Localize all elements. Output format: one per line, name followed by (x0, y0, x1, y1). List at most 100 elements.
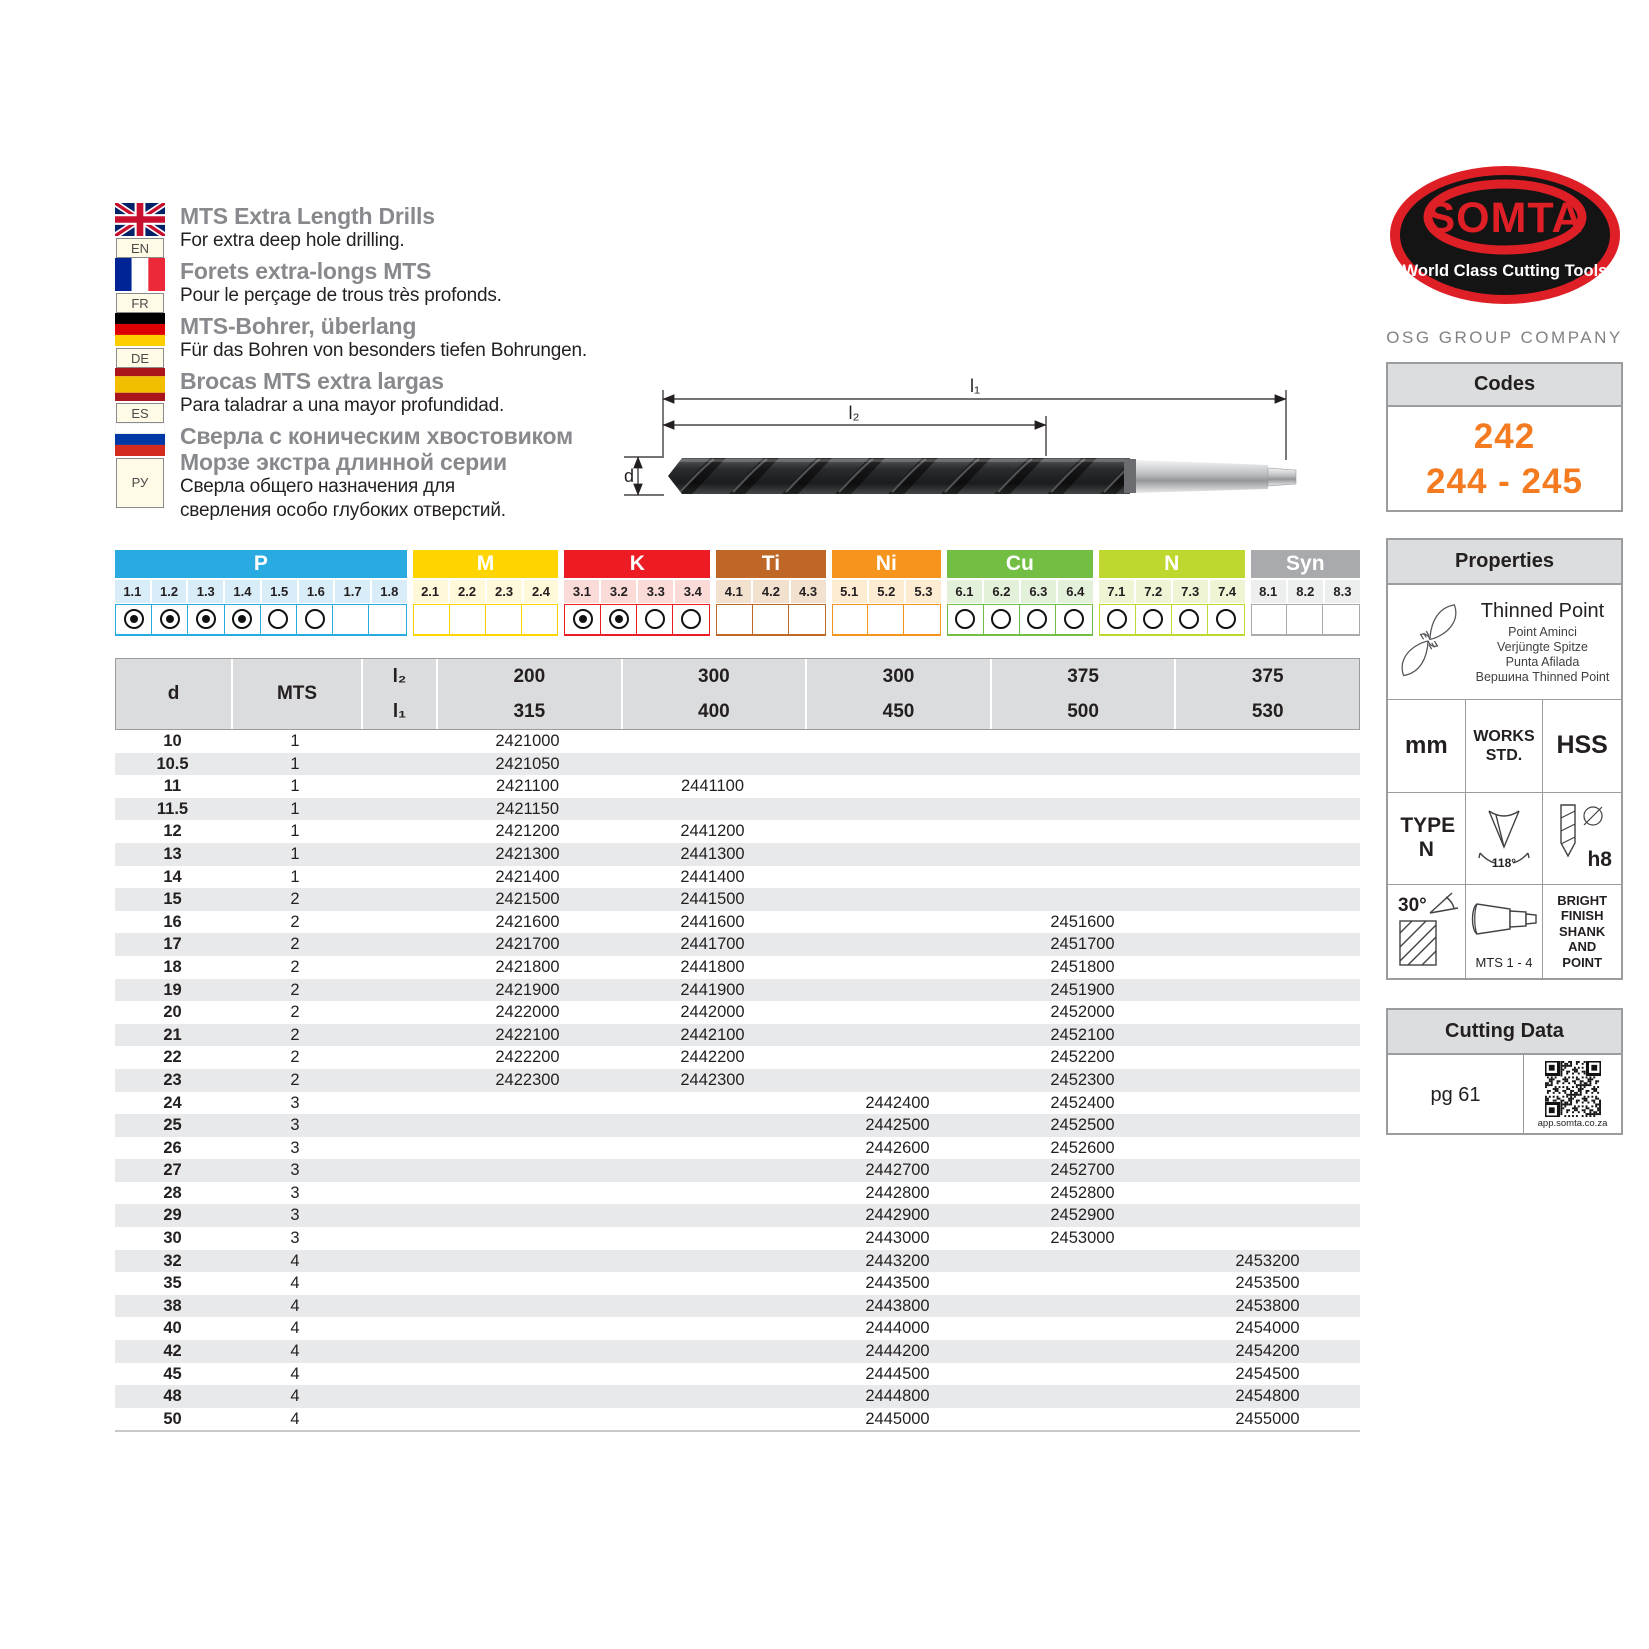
tolerance-icon (1560, 803, 1603, 858)
cell-order-code (435, 1272, 620, 1295)
cell-order-code: 2444200 (865, 1342, 930, 1361)
cell-order-code (435, 1182, 620, 1205)
cutting-data-page: pg 61 (1388, 1055, 1524, 1135)
material-group-header: Syn (1250, 550, 1360, 578)
cell-order-code: 2442200 (680, 1048, 745, 1067)
table-row: 20 2 2422000 2442000 2452000 (115, 1001, 1360, 1024)
cell-order-code (435, 1137, 620, 1160)
dimension-arrows (624, 390, 1287, 496)
cell-order-code (620, 1250, 805, 1273)
table-row: 28 3 2442800 2452800 (115, 1182, 1360, 1205)
table-row: 14 1 2421400 2441400 (115, 866, 1360, 889)
material-radio-row (831, 604, 941, 636)
cell-diameter: 10 (163, 732, 182, 750)
cell-order-code: 2442500 (865, 1116, 930, 1135)
material-radio-cell (414, 605, 450, 634)
flag-column: ES (115, 368, 165, 423)
cell-order-code (435, 1385, 620, 1408)
cell-diameter: 17 (163, 935, 182, 954)
cell-order-code (1175, 933, 1360, 956)
material-radio-cell (486, 605, 522, 634)
cell-order-code: 2443200 (865, 1251, 930, 1270)
radio-indicator-empty (1027, 609, 1048, 629)
material-radio-cell (522, 605, 558, 634)
cell-order-code (1175, 1159, 1360, 1182)
language-entry-ES: ES Brocas MTS extra largas Para taladrar a… (115, 368, 504, 423)
language-subtitle: For extra deep hole drilling. (180, 230, 405, 251)
cell-order-code (1175, 798, 1360, 821)
cell-mts: 1 (290, 867, 300, 886)
material-radio-cell (1287, 605, 1324, 634)
radio-indicator-empty (1215, 609, 1236, 629)
material-group-header: Cu (946, 550, 1093, 578)
dim-l1-label: l₁ (970, 376, 980, 396)
cell-order-code (620, 1272, 805, 1295)
cell-mts: 3 (290, 1229, 300, 1248)
cell-order-code (1175, 1114, 1360, 1137)
material-subcode: 7.1 (1098, 580, 1134, 603)
cell-order-code: 2441700 (680, 935, 745, 954)
cell-order-code: 2422200 (495, 1048, 560, 1067)
logo-tagline: World Class Cutting Tools (1403, 262, 1608, 280)
cell-spacer (360, 979, 435, 1002)
cell-order-code (990, 1340, 1175, 1363)
material-subcode: 1.2 (151, 580, 187, 603)
material-subcode: 1.5 (261, 580, 297, 603)
cell-spacer (360, 1385, 435, 1408)
cell-order-code (620, 1385, 805, 1408)
material-subcode-row: 1.1 1.2 1.3 1.4 1.5 1.6 1.7 1.8 (115, 580, 407, 603)
material-group-Ni: Ni 5.1 5.2 5.3 (831, 550, 941, 636)
material-group-header: M (412, 550, 559, 578)
cell-diameter: 11 (163, 777, 182, 796)
material-radio-cell (948, 605, 984, 634)
material-radio-cell (1056, 605, 1092, 634)
material-radio-cell (152, 605, 189, 634)
material-radio-row (115, 604, 407, 636)
cell-order-code: 2421300 (495, 844, 560, 863)
cell-diameter: 25 (163, 1116, 182, 1135)
cell-order-code: 2451600 (1050, 912, 1115, 931)
cell-order-code (805, 1001, 990, 1024)
radio-indicator-empty (1143, 609, 1164, 629)
code-line-1: 242 (1473, 417, 1536, 456)
table-row: 11 1 2421100 2441100 (115, 775, 1360, 798)
cell-order-code (805, 843, 990, 866)
table-row: 32 4 2443200 2453200 (115, 1249, 1360, 1273)
flag-germany-icon (115, 313, 165, 346)
material-group-header: K (564, 550, 711, 578)
cell-spacer (360, 1250, 435, 1273)
cell-mts: 1 (290, 799, 300, 818)
material-group-Syn: Syn 8.1 8.2 8.3 (1250, 550, 1360, 636)
cell-order-code (1175, 911, 1360, 934)
material-radio-row (1250, 604, 1360, 636)
material-subcode: 6.2 (983, 580, 1019, 603)
cell-order-code (435, 1408, 620, 1431)
table-row: 19 2 2421900 2441900 2451900 (115, 978, 1360, 1002)
language-code-badge: РУ (116, 458, 164, 508)
cell-order-code (990, 730, 1175, 753)
cell-diameter: 13 (163, 844, 182, 863)
table-row: 29 3 2442900 2452900 (115, 1204, 1360, 1228)
cell-spacer (360, 798, 435, 821)
cell-order-code: 2442900 (865, 1206, 930, 1225)
cell-spacer (360, 956, 435, 979)
table-row: 22 2 2422200 2442200 2452200 (115, 1046, 1360, 1069)
cell-order-code (1175, 956, 1360, 979)
material-group-Cu: Cu 6.1 6.2 6.3 6.4 (946, 550, 1093, 636)
cell-order-code (805, 775, 990, 798)
col-header-mts: MTS (231, 659, 361, 729)
material-subcode-row: 8.1 8.2 8.3 (1250, 580, 1360, 603)
table-bottom-rule (115, 1430, 1360, 1433)
cell-order-code: 2453500 (1235, 1274, 1300, 1293)
material-subcode: 5.1 (831, 580, 867, 603)
cell-order-code: 2441400 (680, 867, 745, 886)
cell-mts: 3 (290, 1116, 300, 1135)
material-radio-row (1098, 604, 1245, 636)
cell-diameter: 28 (163, 1183, 182, 1202)
cell-diameter: 23 (163, 1070, 182, 1089)
material-radio-cell (369, 605, 405, 634)
language-entry-EN: EN MTS Extra Length Drills For extra deep … (115, 203, 435, 258)
cell-mts: 2 (290, 1003, 300, 1022)
cell-order-code: 2422300 (495, 1070, 560, 1089)
cell-order-code (1175, 1046, 1360, 1069)
